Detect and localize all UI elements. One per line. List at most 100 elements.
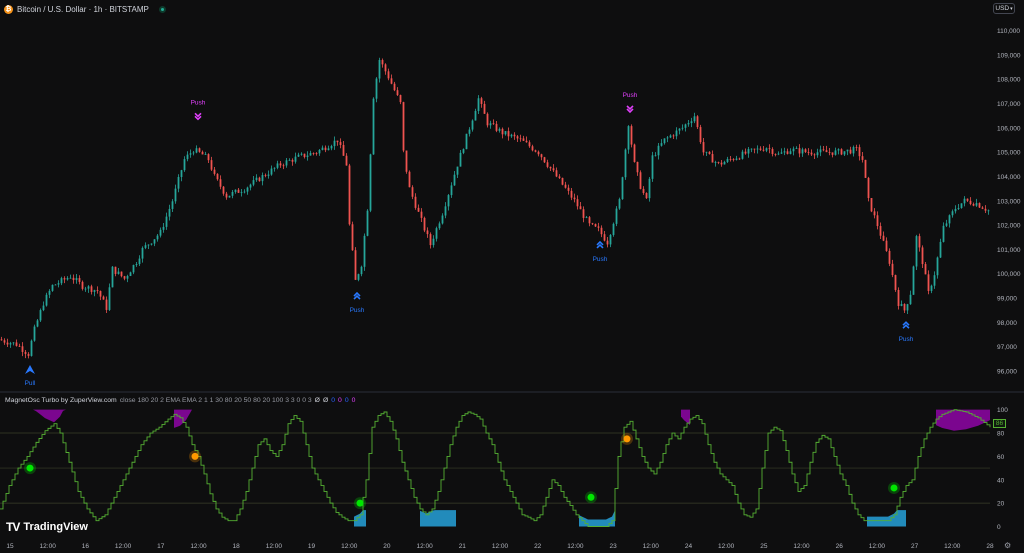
time-tick-label: 24 — [685, 543, 693, 550]
time-tick-label: 17 — [157, 543, 165, 550]
candle-body — [405, 150, 408, 172]
candle-body — [306, 155, 309, 158]
candle-body — [828, 152, 831, 153]
time-tick-label: 12:00 — [643, 543, 660, 550]
price-tick-label: 109,000 — [997, 52, 1021, 59]
signal-marker-bear[interactable]: Push — [623, 92, 638, 114]
candle-body — [498, 128, 501, 131]
candle-body — [771, 149, 774, 155]
candle-body — [726, 158, 729, 162]
candle-body — [906, 304, 909, 311]
candle-body — [357, 274, 360, 280]
candle-body — [0, 339, 3, 341]
signal-marker-bull[interactable]: Push — [350, 291, 365, 314]
candle-body — [636, 161, 639, 173]
candle-body — [66, 278, 69, 280]
candle-body — [735, 158, 738, 160]
time-tick-label: 12:00 — [944, 543, 961, 550]
candle-body — [933, 275, 936, 286]
indicator-params: close 180 20 2 EMA EMA 2 1 1 30 80 20 50… — [119, 397, 312, 404]
candle-body — [819, 149, 822, 153]
candle-body — [360, 266, 363, 275]
candle-body — [345, 155, 348, 166]
bull-zone-fill — [579, 510, 615, 527]
signal-marker-bull[interactable]: Push — [899, 321, 914, 343]
candle-body — [690, 121, 693, 124]
candle-body — [612, 223, 615, 235]
candle-body — [930, 285, 933, 291]
candle-body — [855, 147, 858, 148]
candle-body — [144, 245, 147, 248]
time-tick-label: 23 — [609, 543, 617, 550]
green-signal-dot — [890, 484, 898, 492]
candle-body — [210, 160, 213, 170]
candle-body — [816, 152, 819, 156]
candle-body — [114, 266, 117, 274]
symbol-title[interactable]: Bitcoin / U.S. Dollar · 1h · BITSTAMP — [17, 4, 149, 14]
settings-gear-icon[interactable]: ⚙ — [1004, 541, 1012, 550]
orange-signal-dot — [191, 452, 199, 460]
candle-body — [723, 161, 726, 165]
candle-body — [936, 257, 939, 276]
candle-body — [180, 170, 183, 178]
candle-body — [891, 263, 894, 276]
candle-body — [285, 160, 288, 166]
candle-body — [756, 148, 759, 150]
candle-body — [789, 151, 792, 154]
candle-body — [21, 346, 24, 352]
candle-body — [468, 129, 471, 134]
candle-body — [894, 275, 897, 290]
candle-body — [546, 162, 549, 167]
currency-selector[interactable]: USD ▾ — [993, 3, 1015, 14]
candle-body — [402, 102, 405, 151]
bull-zone-fill — [867, 510, 906, 527]
candle-body — [225, 193, 228, 198]
signal-label: Push — [623, 92, 638, 99]
candle-body — [666, 137, 669, 139]
candle-body — [960, 203, 963, 208]
candle-body — [522, 138, 525, 141]
candle-body — [939, 241, 942, 258]
signal-label: Push — [350, 307, 365, 314]
time-tick-label: 12:00 — [567, 543, 584, 550]
candle-body — [492, 123, 495, 125]
candle-body — [63, 278, 66, 280]
bear-zone-fill — [936, 409, 990, 431]
candle-body — [747, 149, 750, 154]
candle-body — [240, 192, 243, 193]
signal-marker-bull[interactable]: Pull — [25, 364, 36, 387]
tradingview-logo[interactable]: TV TradingView — [6, 520, 88, 534]
candle-body — [177, 177, 180, 189]
candle-body — [864, 159, 867, 178]
signal-marker-bull[interactable]: Push — [593, 240, 608, 263]
market-status-icon[interactable] — [158, 5, 166, 13]
time-tick-label: 20 — [383, 543, 391, 550]
candle-body — [24, 351, 27, 354]
candle-body — [558, 176, 561, 178]
candle-body — [591, 223, 594, 225]
candle-body — [702, 142, 705, 153]
candle-body — [642, 188, 645, 193]
signal-label: Push — [191, 99, 206, 106]
osc-tick-label: 20 — [997, 501, 1005, 508]
candle-body — [927, 274, 930, 291]
candle-body — [9, 343, 12, 345]
candle-body — [156, 235, 159, 240]
time-tick-label: 12:00 — [190, 543, 207, 550]
signal-marker-bear[interactable]: Push — [191, 99, 206, 121]
candle-body — [669, 135, 672, 138]
candle-body — [813, 154, 816, 156]
indicator-legend[interactable]: MagnetOsc Turbo by ZuperView.com close 18… — [5, 397, 355, 404]
time-tick-label: 16 — [82, 543, 90, 550]
time-tick-label: 12:00 — [341, 543, 358, 550]
candle-body — [117, 271, 120, 274]
candle-body — [882, 235, 885, 241]
candle-body — [438, 223, 441, 229]
candle-body — [510, 134, 513, 137]
candle-body — [741, 151, 744, 159]
candle-body — [84, 288, 87, 290]
candle-body — [744, 151, 747, 154]
price-tick-label: 110,000 — [997, 28, 1020, 35]
candle-body — [975, 203, 978, 206]
